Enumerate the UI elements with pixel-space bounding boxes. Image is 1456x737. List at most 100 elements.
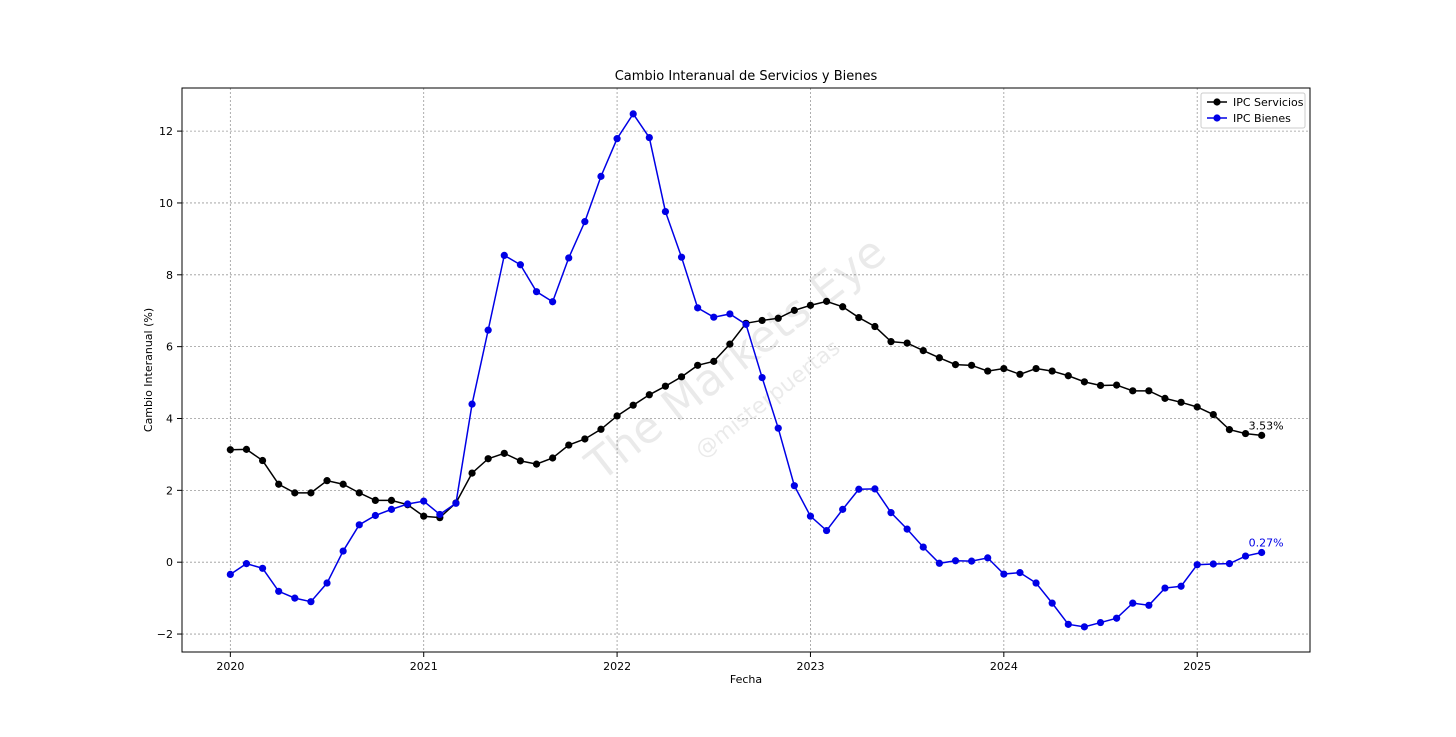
x-tick-label: 2022	[603, 660, 631, 673]
data-point	[339, 547, 347, 555]
data-point	[404, 500, 412, 508]
data-point	[758, 373, 766, 382]
data-point	[919, 347, 927, 355]
data-point	[1016, 370, 1024, 378]
data-point	[468, 469, 476, 477]
data-point	[984, 367, 992, 375]
data-point	[355, 521, 363, 529]
data-point	[1129, 387, 1137, 395]
y-tick-label: 0	[166, 556, 173, 569]
data-point	[1258, 548, 1266, 557]
data-point	[484, 455, 492, 463]
data-point	[694, 361, 702, 369]
data-point	[371, 496, 379, 505]
y-tick-label: 4	[166, 412, 173, 425]
y-tick-label: 8	[166, 269, 173, 282]
data-point	[726, 310, 734, 318]
data-point	[275, 587, 283, 595]
series-layer	[226, 110, 1266, 631]
grid	[182, 88, 1310, 652]
data-point	[565, 441, 573, 449]
data-point	[597, 172, 605, 180]
data-point	[1225, 560, 1234, 568]
data-point	[919, 543, 927, 551]
data-point	[242, 445, 251, 453]
data-point	[758, 316, 766, 325]
data-point	[613, 135, 621, 143]
data-point	[1064, 372, 1072, 380]
x-axis-label: Fecha	[730, 673, 762, 686]
plot-area-frame	[181, 87, 1311, 653]
data-point	[710, 357, 718, 365]
data-point	[790, 482, 798, 490]
data-point	[242, 560, 251, 568]
data-point	[839, 505, 847, 513]
data-point	[822, 526, 831, 535]
y-tick-label: −2	[157, 628, 173, 641]
data-point	[694, 304, 702, 312]
data-point	[323, 477, 331, 485]
data-point	[1258, 431, 1266, 439]
x-tick-label: 2021	[410, 660, 438, 673]
data-point	[1000, 364, 1008, 373]
x-tick-label: 2025	[1183, 660, 1211, 673]
data-point	[984, 554, 992, 562]
data-point	[1241, 429, 1250, 438]
data-point	[1048, 367, 1056, 375]
data-point	[1113, 614, 1121, 622]
data-point	[1080, 623, 1088, 631]
data-point	[951, 361, 960, 369]
data-point	[339, 480, 347, 488]
data-point	[1193, 561, 1201, 569]
data-point	[307, 489, 315, 497]
data-point	[516, 261, 525, 269]
data-point	[613, 412, 621, 420]
data-point	[1177, 398, 1185, 406]
x-tick-label: 2020	[216, 660, 244, 673]
data-point	[629, 110, 637, 118]
data-point	[500, 251, 508, 260]
data-point	[291, 489, 299, 497]
data-point	[855, 313, 863, 322]
data-point	[855, 485, 863, 493]
series-end-label: 3.53%	[1249, 419, 1284, 432]
x-axis-ticks: 2020 2021 2022 2023 2024 2025	[216, 652, 1211, 673]
data-point	[1177, 582, 1185, 590]
data-point	[420, 497, 428, 505]
data-point	[355, 489, 363, 497]
data-point	[645, 133, 653, 142]
data-point	[790, 306, 798, 314]
data-point	[951, 557, 960, 565]
data-point	[935, 354, 943, 362]
data-point	[549, 298, 557, 306]
legend-label: IPC Servicios	[1233, 96, 1304, 109]
data-point	[903, 525, 911, 533]
data-point	[436, 510, 444, 519]
y-tick-label: 10	[159, 197, 173, 210]
y-axis-ticks: −2 0 2 4 6 8 10 12	[157, 125, 182, 641]
data-point	[774, 424, 782, 432]
x-tick-label: 2023	[796, 660, 824, 673]
data-point	[1161, 394, 1169, 402]
legend-item: IPC Servicios	[1207, 96, 1304, 109]
data-point	[1145, 387, 1153, 395]
legend-item: IPC Bienes	[1207, 112, 1291, 125]
data-point	[468, 400, 476, 408]
data-point	[1113, 381, 1121, 389]
legend: IPC Servicios IPC Bienes	[1200, 92, 1306, 129]
data-point	[387, 496, 396, 505]
data-point	[1000, 570, 1008, 578]
data-point	[1064, 620, 1072, 628]
data-point	[871, 322, 879, 331]
data-point	[871, 485, 879, 493]
data-point	[516, 457, 525, 465]
chart-title: Cambio Interanual de Servicios y Bienes	[615, 69, 878, 84]
data-point	[532, 288, 541, 296]
data-point	[226, 446, 234, 454]
data-point	[1080, 378, 1088, 386]
data-point	[661, 207, 670, 216]
y-axis-label: Cambio Interanual (%)	[142, 308, 155, 432]
data-point	[371, 511, 379, 520]
x-tick-label: 2024	[990, 660, 1018, 673]
